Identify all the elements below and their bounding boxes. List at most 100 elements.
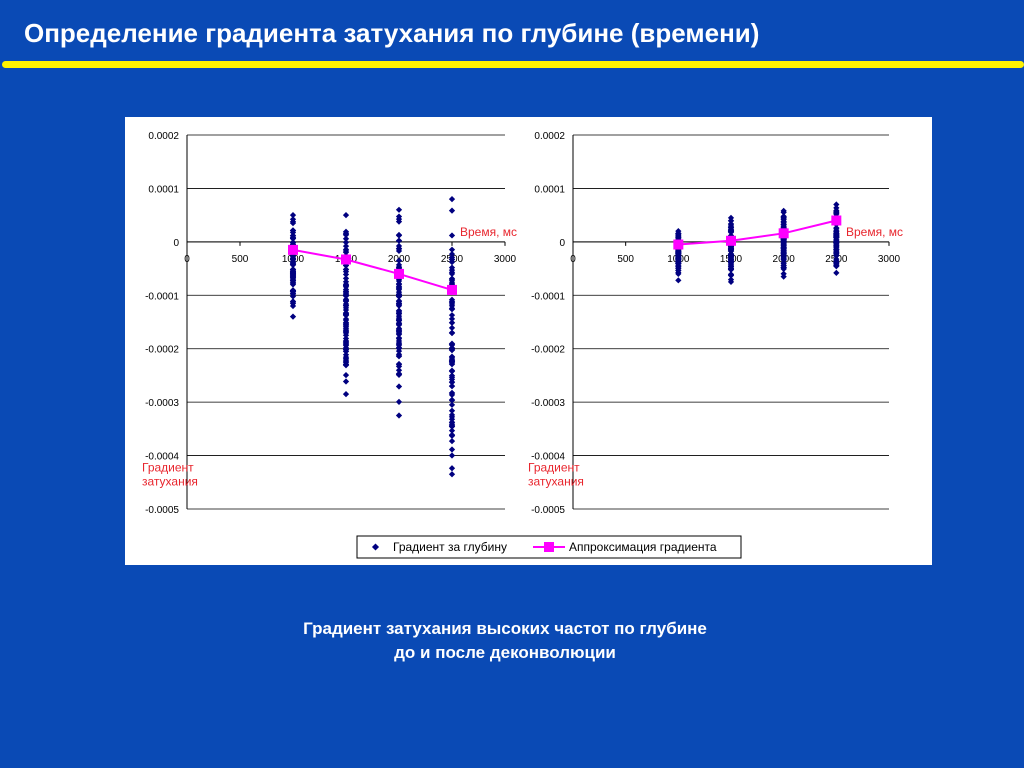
- scatter-point: [289, 266, 297, 273]
- y-tick-label: -0.0002: [531, 345, 565, 356]
- y-tick-label: 0.0001: [148, 184, 179, 195]
- scatter-point: [448, 427, 456, 434]
- scatter-point: [395, 352, 403, 359]
- scatter-point: [395, 341, 403, 348]
- scatter-point: [342, 231, 350, 238]
- y-tick-label: -0.0004: [531, 452, 565, 463]
- scatter-point: [675, 230, 682, 237]
- scatter-point: [289, 235, 297, 242]
- scatter-point: [675, 259, 682, 267]
- scatter-point: [448, 431, 456, 439]
- scatter-point: [448, 306, 456, 313]
- scatter-point: [448, 396, 456, 404]
- legend-line-marker: [544, 542, 554, 552]
- scatter-point: [395, 398, 403, 405]
- x-axis-label: Время, мс: [846, 225, 903, 239]
- scatter-point: [675, 269, 682, 276]
- y-axis-label-line1: Градиент: [142, 461, 194, 475]
- x-tick-label: 3000: [878, 254, 901, 265]
- approx-marker: [447, 284, 457, 295]
- scatter-point: [289, 278, 297, 286]
- scatter-point: [448, 329, 456, 337]
- y-tick-label: 0.0001: [534, 184, 565, 195]
- scatter-point: [448, 196, 456, 203]
- scatter-point: [342, 391, 350, 398]
- scatter-point: [342, 378, 350, 385]
- scatter-point: [395, 291, 403, 298]
- x-tick-label: 3000: [494, 254, 517, 265]
- title-underline: [2, 61, 1024, 68]
- scatter-point: [448, 340, 456, 347]
- scatter-point: [448, 391, 456, 398]
- scatter-point: [395, 206, 403, 213]
- scatter-point: [342, 282, 350, 289]
- y-axis-label-line1: Градиент: [528, 461, 580, 475]
- scatter-point: [675, 277, 682, 284]
- scatter-point: [395, 213, 403, 220]
- approx-marker: [778, 228, 789, 239]
- approx-line: [678, 219, 837, 246]
- scatter-point: [675, 265, 682, 272]
- scatter-point: [342, 275, 350, 282]
- y-axis-label-line2: затухания: [142, 475, 198, 489]
- caption-line-1: Градиент затухания высоких частот по глу…: [303, 619, 707, 638]
- y-tick-label: -0.0004: [145, 452, 179, 463]
- scatter-point: [448, 401, 456, 408]
- y-tick-label: -0.0003: [145, 398, 179, 409]
- scatter-point: [833, 232, 840, 239]
- x-tick-label: 500: [232, 254, 249, 265]
- approx-marker: [831, 215, 842, 226]
- scatter-point: [342, 242, 350, 250]
- scatter-point: [448, 407, 456, 414]
- scatter-point: [448, 471, 456, 478]
- scatter-point: [448, 315, 456, 323]
- approx-marker: [288, 244, 298, 255]
- y-tick-label: -0.0001: [531, 291, 565, 302]
- scatter-point: [342, 212, 350, 219]
- scatter-point: [448, 251, 456, 258]
- y-tick-label: -0.0001: [145, 291, 179, 302]
- approx-line: [292, 248, 453, 291]
- scatter-point: [395, 383, 403, 390]
- scatter-point: [342, 361, 350, 368]
- scatter-point: [448, 438, 456, 445]
- y-tick-label: 0.0002: [148, 131, 179, 142]
- y-tick-label: -0.0005: [531, 505, 565, 516]
- x-axis-label: Время, мс: [460, 225, 517, 239]
- scatter-point: [289, 216, 297, 223]
- scatter-point: [448, 207, 456, 214]
- scatter-point: [342, 372, 350, 379]
- scatter-point: [448, 379, 456, 386]
- scatter-point: [342, 346, 350, 353]
- y-tick-label: -0.0002: [145, 345, 179, 356]
- scatter-point: [342, 249, 350, 256]
- y-tick-label: -0.0003: [531, 398, 565, 409]
- scatter-point: [675, 254, 682, 261]
- scatter-point: [833, 225, 840, 232]
- scatter-point: [448, 446, 456, 453]
- scatter-point: [448, 413, 456, 420]
- scatter-point: [448, 465, 456, 472]
- scatter-point: [342, 235, 350, 242]
- y-tick-label: -0.0005: [145, 505, 179, 516]
- scatter-point: [342, 239, 350, 246]
- y-tick-label: 0: [559, 238, 565, 249]
- approx-marker: [394, 268, 404, 279]
- scatter-point: [342, 339, 350, 346]
- x-tick-label: 500: [617, 254, 634, 265]
- scatter-point: [448, 324, 456, 331]
- scatter-point: [448, 300, 456, 308]
- y-axis-label-line2: затухания: [528, 475, 584, 489]
- charts-svg: 0.0002 0.0001 0 -0.0001 -0.0002 -0.0003 -0.000…: [142, 131, 903, 559]
- legend-scatter-label: Градиент за глубину: [393, 540, 507, 554]
- approx-marker: [673, 239, 684, 250]
- y-tick-label: 0: [173, 238, 179, 249]
- scatter-point: [395, 347, 403, 355]
- scatter-point: [342, 310, 350, 317]
- scatter-point: [342, 306, 350, 314]
- approx-marker: [726, 235, 736, 246]
- scatter-point: [448, 452, 456, 459]
- scatter-point: [448, 246, 456, 253]
- scatter-point: [395, 412, 403, 419]
- scatter-point: [395, 371, 403, 378]
